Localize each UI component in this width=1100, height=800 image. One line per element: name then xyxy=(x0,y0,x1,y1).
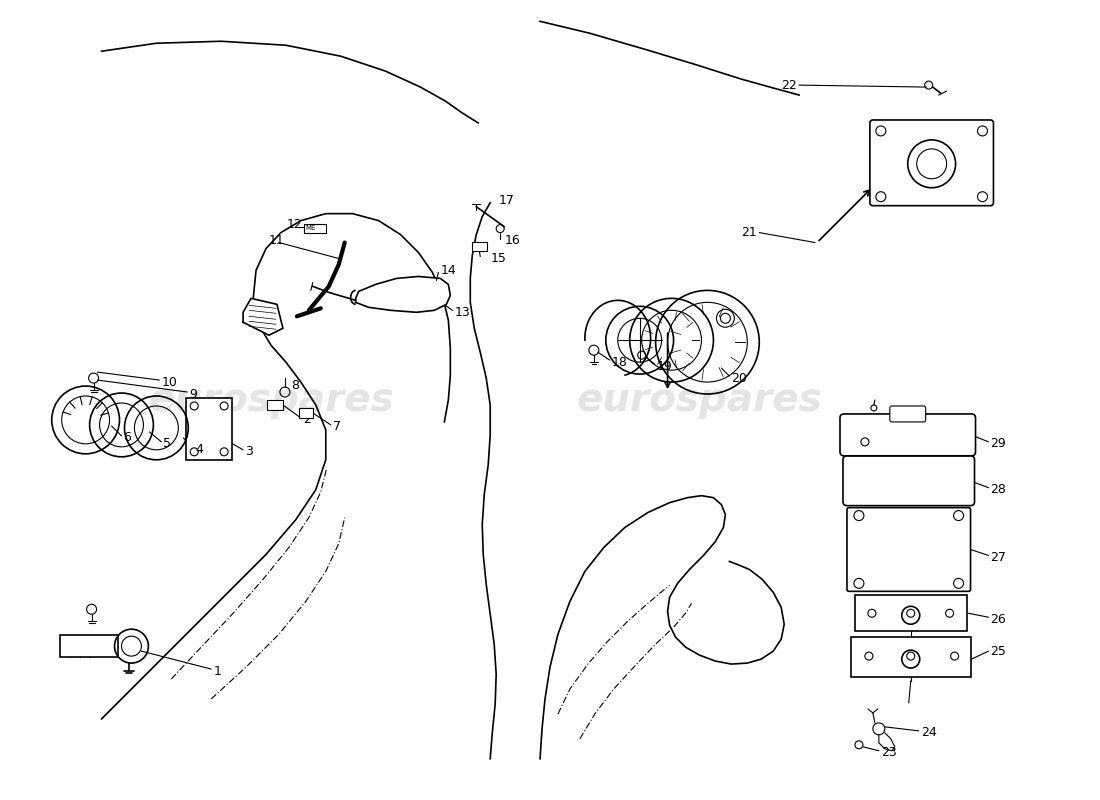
Text: 14: 14 xyxy=(440,264,456,277)
Text: 24: 24 xyxy=(921,726,936,739)
Text: 15: 15 xyxy=(491,252,506,265)
Text: 29: 29 xyxy=(990,438,1006,450)
Text: 13: 13 xyxy=(454,306,470,319)
Text: 7: 7 xyxy=(333,421,341,434)
Text: 25: 25 xyxy=(990,645,1006,658)
Polygon shape xyxy=(243,298,283,335)
Text: 8: 8 xyxy=(290,378,299,391)
Text: 22: 22 xyxy=(781,78,796,91)
Text: 21: 21 xyxy=(741,226,757,239)
Bar xyxy=(304,224,326,233)
Text: 28: 28 xyxy=(990,483,1006,496)
Bar xyxy=(851,637,970,677)
Text: 19: 19 xyxy=(657,360,672,373)
Text: 27: 27 xyxy=(990,551,1006,564)
Text: 17: 17 xyxy=(498,194,514,207)
Text: 6: 6 xyxy=(123,431,131,444)
Text: 26: 26 xyxy=(990,613,1006,626)
Bar xyxy=(855,595,967,631)
Bar xyxy=(472,242,487,250)
FancyBboxPatch shape xyxy=(843,456,975,506)
Text: 18: 18 xyxy=(612,356,628,369)
Bar xyxy=(299,408,312,418)
Bar xyxy=(267,400,283,410)
Text: 4: 4 xyxy=(195,443,204,456)
Text: 23: 23 xyxy=(881,746,896,759)
Text: 5: 5 xyxy=(163,438,172,450)
Polygon shape xyxy=(355,277,450,312)
FancyBboxPatch shape xyxy=(870,120,993,206)
Text: 10: 10 xyxy=(162,375,177,389)
Text: 1: 1 xyxy=(213,665,221,678)
Text: 11: 11 xyxy=(270,234,285,247)
Text: eurospares: eurospares xyxy=(148,381,394,419)
Text: eurospares: eurospares xyxy=(576,381,823,419)
Text: 12: 12 xyxy=(287,218,303,231)
Bar xyxy=(186,398,232,460)
Text: 9: 9 xyxy=(189,387,197,401)
Text: ME: ME xyxy=(306,225,316,230)
Text: 16: 16 xyxy=(505,234,521,247)
FancyBboxPatch shape xyxy=(847,508,970,591)
FancyBboxPatch shape xyxy=(890,406,926,422)
Text: 3: 3 xyxy=(245,446,253,458)
Text: 20: 20 xyxy=(732,371,747,385)
FancyBboxPatch shape xyxy=(840,414,976,456)
Bar xyxy=(59,635,118,657)
Text: 2: 2 xyxy=(302,414,310,426)
